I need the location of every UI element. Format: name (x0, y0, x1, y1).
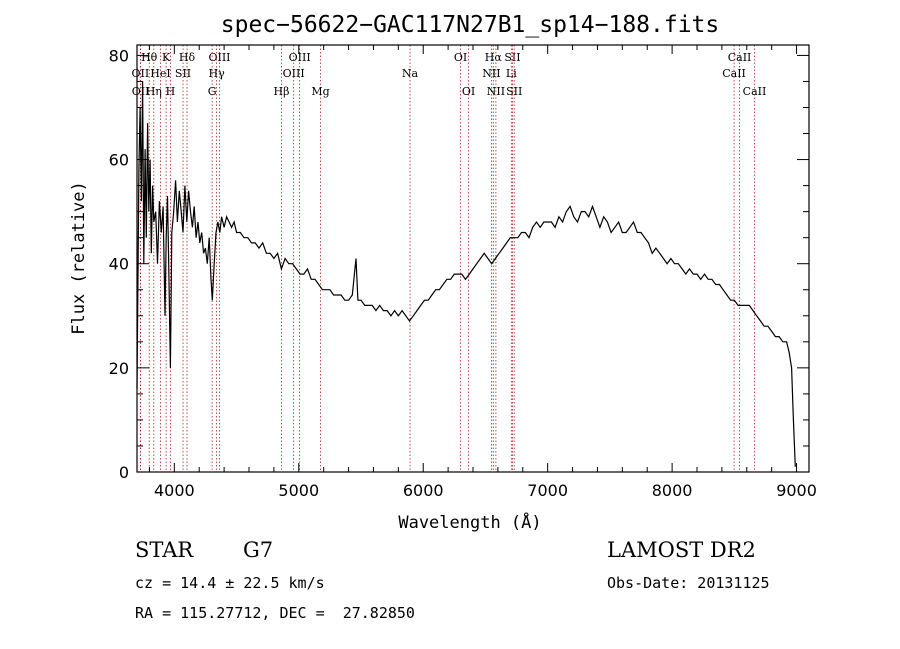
plot-frame (136, 44, 810, 473)
line-label: Hα (485, 51, 503, 64)
line-label: CaII (728, 51, 752, 64)
y-tick-label: 0 (119, 463, 129, 482)
line-label: OI (462, 85, 475, 98)
line-label: Li (506, 67, 517, 80)
x-tick-label: 9000 (776, 481, 817, 500)
line-label: Hθ (141, 51, 158, 64)
spectrum-line (136, 81, 796, 467)
x-tick-label: 8000 (652, 481, 693, 500)
x-tick-label: 6000 (403, 481, 444, 500)
line-label: OI (454, 51, 467, 64)
line-label: SII (506, 85, 522, 98)
line-label: H (166, 85, 176, 98)
survey-name: LAMOST DR2 (607, 538, 756, 562)
line-label: Hγ (209, 67, 226, 80)
y-tick-label: 60 (109, 151, 129, 170)
chart-title: spec−56622−GAC117N27B1_sp14−188.fits (221, 12, 720, 38)
line-label: CaII (743, 85, 767, 98)
line-label: K (162, 51, 171, 64)
axis-ticks: 4000 5000 6000 7000 8000 9000 0 20 40 60 80 (109, 45, 817, 500)
line-label: OIII (283, 67, 305, 80)
line-label: Hβ (274, 85, 290, 98)
line-label: Na (402, 67, 419, 80)
y-axis-label: Flux (relative) (69, 181, 89, 335)
x-axis-label: Wavelength (Å) (398, 511, 541, 533)
line-label: OII (132, 85, 150, 98)
line-label: OIII (289, 51, 311, 64)
line-label: NII (482, 67, 500, 80)
observation-date: Obs-Date: 20131125 (607, 574, 770, 592)
line-label: NII (487, 85, 505, 98)
line-label: SII (504, 51, 520, 64)
y-tick-label: 20 (109, 359, 129, 378)
object-class: STAR (135, 538, 194, 562)
line-label: CaII (722, 67, 746, 80)
y-tick-label: 40 (109, 255, 129, 274)
y-tick-label: 80 (109, 46, 129, 65)
line-label: OIII (208, 51, 230, 64)
coordinates: RA = 115.27712, DEC = 27.82850 (135, 604, 415, 622)
x-tick-label: 4000 (154, 481, 195, 500)
line-label: SII (175, 67, 191, 80)
line-label: Hδ (179, 51, 196, 64)
line-label: Mg (311, 85, 329, 98)
x-tick-label: 5000 (278, 481, 319, 500)
x-tick-label: 7000 (527, 481, 568, 500)
redshift-cz: cz = 14.4 ± 22.5 km/s (135, 574, 325, 592)
line-label: HeI (150, 67, 170, 80)
line-label: Hη (146, 85, 162, 98)
line-label: G (208, 85, 217, 98)
object-subclass: G7 (243, 538, 274, 562)
